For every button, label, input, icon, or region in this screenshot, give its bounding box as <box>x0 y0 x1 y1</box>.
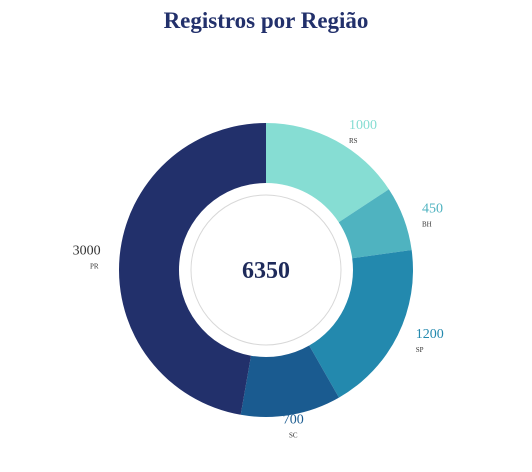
slices-group <box>118 123 413 417</box>
slice-sp <box>309 250 413 398</box>
category-label-rs: RS <box>349 137 358 145</box>
category-label-bh: BH <box>422 221 432 229</box>
value-label-bh: 450 <box>422 202 443 217</box>
category-label-sc: SC <box>289 432 298 440</box>
value-label-sc: 700 <box>283 413 304 428</box>
category-label-pr: PR <box>90 262 99 270</box>
inner-ring <box>190 194 342 346</box>
slice-rs <box>266 123 389 223</box>
slice-pr <box>118 123 266 415</box>
chart-title: Registros por Região <box>163 8 369 33</box>
value-label-sp: 1200 <box>416 327 444 342</box>
labels-group: 1000 RS 450 BH 1200 SP 700 SC 3000 PR <box>73 118 444 440</box>
value-label-pr: 3000 <box>73 243 101 258</box>
slice-sc <box>240 345 339 417</box>
center-total: 6350 <box>242 258 290 284</box>
slice-bh <box>338 189 412 259</box>
value-label-rs: 1000 <box>349 118 377 133</box>
category-label-sp: SP <box>416 346 424 354</box>
